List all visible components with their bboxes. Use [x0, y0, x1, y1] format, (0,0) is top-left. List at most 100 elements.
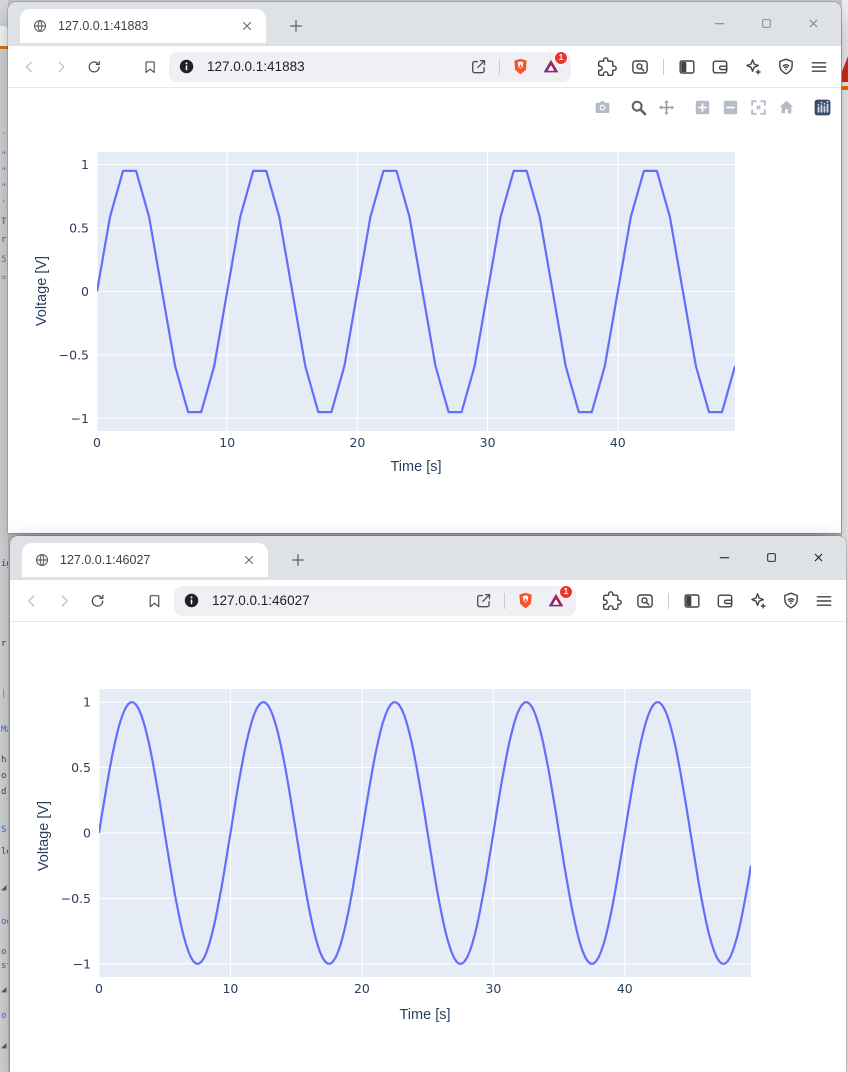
back-button[interactable]	[22, 590, 41, 612]
share-icon[interactable]	[469, 57, 488, 76]
forward-icon	[53, 57, 69, 77]
new-tab-button[interactable]	[286, 548, 310, 572]
address-bar[interactable]: 127.0.0.1:46027 1	[174, 585, 576, 616]
svg-text:0.5: 0.5	[69, 221, 89, 236]
maximize-button[interactable]	[748, 542, 795, 572]
svg-text:40: 40	[617, 981, 633, 996]
maximize-button[interactable]	[743, 8, 790, 38]
leo-ai-icon[interactable]	[748, 591, 768, 611]
address-bar-actions: 1	[474, 585, 573, 610]
extensions-icon[interactable]	[602, 590, 622, 611]
divider	[499, 58, 500, 75]
globe-favicon-icon	[34, 552, 50, 568]
menu-icon[interactable]	[809, 57, 829, 77]
wallet-icon[interactable]	[715, 591, 735, 611]
background-text-fragment: ◢	[1, 1041, 7, 1051]
tab-close-button[interactable]	[238, 17, 256, 35]
reload-button[interactable]	[85, 56, 103, 78]
svg-text:0.5: 0.5	[71, 760, 91, 775]
brave-rewards-icon[interactable]: 1	[546, 585, 573, 610]
extensions-icon[interactable]	[597, 56, 617, 77]
tab-strip: 127.0.0.1:46027	[10, 536, 846, 580]
brave-shields-icon[interactable]	[511, 57, 530, 76]
sidebar-icon[interactable]	[677, 57, 697, 77]
extension-icons	[602, 590, 834, 611]
site-info-icon[interactable]	[178, 58, 195, 75]
minimize-button[interactable]	[701, 542, 748, 572]
bookmark-button[interactable]	[141, 56, 159, 78]
vpn-shield-icon[interactable]	[781, 591, 801, 611]
tab-close-button[interactable]	[240, 551, 258, 569]
browser-tab[interactable]: 127.0.0.1:46027	[22, 543, 268, 577]
background-orange-bar	[0, 46, 8, 49]
zoom-in-button[interactable]	[693, 98, 712, 117]
pan-button[interactable]	[657, 98, 676, 117]
reload-icon	[86, 57, 102, 77]
rewards-badge: 1	[559, 585, 573, 599]
site-info-icon[interactable]	[183, 592, 200, 609]
background-text-fragment: st	[1, 961, 8, 971]
minimize-button[interactable]	[696, 8, 743, 38]
browser-window-41883: 127.0.0.1:41883 127.0.0.1:41883	[8, 2, 841, 533]
background-text-fragment: d-	[1, 787, 8, 797]
leo-ai-icon[interactable]	[743, 57, 763, 77]
download-plot-button[interactable]	[593, 98, 612, 117]
share-icon[interactable]	[474, 591, 493, 610]
background-window-left-sliver: .."""'T:r:5=igr|Mahod-S'le◢ooost◢o◢	[0, 0, 9, 1072]
background-text-fragment: r:	[1, 235, 8, 245]
brave-rewards-icon[interactable]: 1	[541, 51, 568, 76]
new-tab-button[interactable]	[284, 14, 308, 38]
svg-text:0: 0	[81, 284, 89, 299]
address-bar[interactable]: 127.0.0.1:41883 1	[169, 51, 571, 82]
divider	[668, 592, 669, 609]
bookmark-icon	[146, 591, 163, 611]
plotly-modebar	[584, 98, 832, 117]
background-text-fragment: "	[1, 183, 7, 193]
zoom-button[interactable]	[629, 98, 648, 117]
svg-text:0: 0	[83, 826, 91, 841]
back-button[interactable]	[20, 56, 38, 78]
background-text-fragment: '	[1, 199, 7, 209]
sidebar-icon[interactable]	[682, 591, 702, 611]
divider	[504, 592, 505, 609]
plot-area[interactable]: 0 10 20 30 40 1 0.5 0 −0.5 −1	[53, 683, 755, 1007]
close-button[interactable]	[790, 8, 837, 38]
plot-area[interactable]: 0 10 20 30 40 1 0.5 0 −0.5 −1	[51, 146, 739, 461]
svg-text:20: 20	[354, 981, 370, 996]
divider	[663, 58, 664, 75]
menu-icon[interactable]	[814, 591, 834, 611]
plotly-logo-button[interactable]	[813, 98, 832, 117]
browser-toolbar: 127.0.0.1:46027 1	[10, 580, 846, 622]
zoom-out-button[interactable]	[721, 98, 740, 117]
svg-text:10: 10	[222, 981, 238, 996]
minimize-icon	[718, 551, 731, 564]
close-icon	[240, 19, 254, 33]
background-bat-triangle-sliver	[842, 56, 848, 82]
bookmark-button[interactable]	[145, 590, 164, 612]
reload-button[interactable]	[88, 590, 107, 612]
background-text-fragment: o	[1, 947, 7, 957]
autoscale-button[interactable]	[749, 98, 768, 117]
vpn-shield-icon[interactable]	[776, 57, 796, 77]
maximize-icon	[765, 551, 778, 564]
browser-tab[interactable]: 127.0.0.1:41883	[20, 9, 266, 43]
tab-title: 127.0.0.1:46027	[60, 553, 151, 567]
background-text-fragment: o	[1, 771, 7, 781]
wallet-icon[interactable]	[710, 57, 730, 77]
globe-favicon-icon	[32, 18, 48, 34]
search-tabs-icon[interactable]	[630, 57, 650, 77]
forward-button[interactable]	[55, 590, 74, 612]
bat-triangle-icon	[541, 57, 561, 76]
back-icon	[21, 57, 37, 77]
forward-button[interactable]	[52, 56, 70, 78]
tab-strip: 127.0.0.1:41883	[8, 2, 841, 46]
close-button[interactable]	[795, 542, 842, 572]
brave-shields-icon[interactable]	[516, 591, 535, 610]
search-tabs-icon[interactable]	[635, 591, 655, 611]
rewards-badge: 1	[554, 51, 568, 65]
extension-icons	[597, 56, 829, 77]
reset-axes-button[interactable]	[777, 98, 796, 117]
window-controls	[696, 8, 837, 38]
y-axis-title: Voltage [V]	[34, 255, 50, 327]
